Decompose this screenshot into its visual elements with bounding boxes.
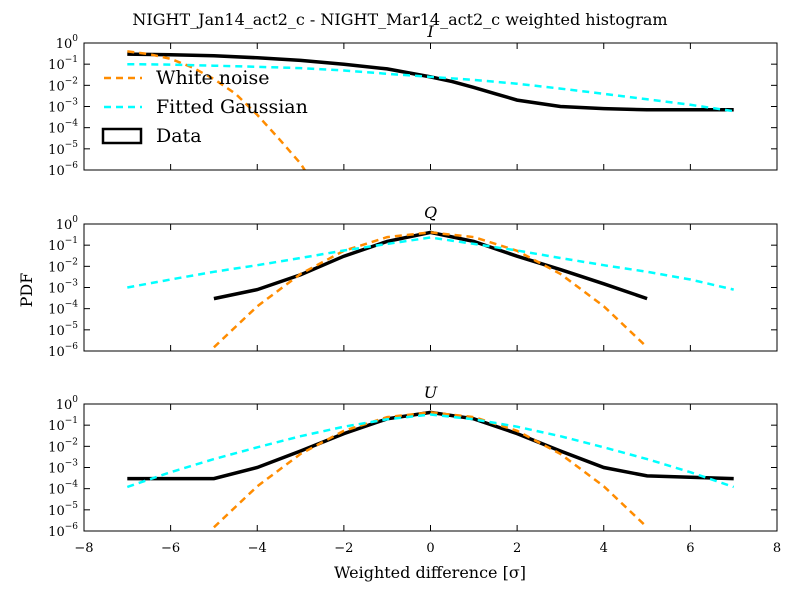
y-tick-label: 10−2 xyxy=(48,76,78,94)
y-tick-label: 10−3 xyxy=(48,98,78,116)
y-tick-label: 10−6 xyxy=(48,342,78,360)
legend-label: Fitted Gaussian xyxy=(156,96,308,118)
y-tick-label: 10−1 xyxy=(48,416,78,434)
y-tick-label: 10−4 xyxy=(48,119,78,137)
y-tick-label: 10−4 xyxy=(48,300,78,318)
series-fitted-gaussian-line xyxy=(127,62,734,113)
y-tick-label: 10−5 xyxy=(48,501,78,519)
panel-title: U xyxy=(424,383,438,402)
y-tick-label: 100 xyxy=(56,395,79,413)
y-tick-label: 10−5 xyxy=(48,321,78,339)
x-tick-label: 0 xyxy=(426,541,434,556)
y-tick-label: 10−3 xyxy=(48,459,78,477)
y-tick-label: 100 xyxy=(56,215,79,233)
panel-q: 100 10−1 10−2 10−3 10−4 10−5 10−6 Q xyxy=(48,203,778,360)
y-tick-label: 100 xyxy=(56,34,79,52)
axes-frame xyxy=(83,223,778,352)
figure-suptitle: NIGHT_Jan14_act2_c - NIGHT_Mar14_act2_c … xyxy=(132,10,667,29)
y-tick-label: 10−6 xyxy=(48,522,78,540)
x-tick-label: −2 xyxy=(334,541,353,556)
y-tick-label: 10−2 xyxy=(48,437,78,455)
x-tick-label: 2 xyxy=(513,541,521,556)
series-data-line xyxy=(127,52,734,112)
legend-entry-data: Data xyxy=(101,125,202,147)
y-tick-label: 10−3 xyxy=(48,279,78,297)
x-tick-labels: −8 −6 −4 −2 0 2 4 6 8 xyxy=(74,541,781,556)
panel-u: 100 10−1 10−2 10−3 10−4 10−5 10−6 U xyxy=(48,383,778,540)
y-tick-label: 10−6 xyxy=(48,161,78,179)
x-axis-label: Weighted difference [σ] xyxy=(334,563,526,582)
series-data-line xyxy=(127,410,734,481)
legend-label: Data xyxy=(156,125,202,147)
panel-title: Q xyxy=(424,203,437,222)
panel-title: I xyxy=(426,22,434,41)
series-data-line xyxy=(213,230,648,301)
legend-entry-white-noise: White noise xyxy=(104,67,270,89)
y-tick-label: 10−5 xyxy=(48,140,78,158)
x-tick-label: −4 xyxy=(248,541,267,556)
x-tick-label: −6 xyxy=(161,541,180,556)
y-tick-label: 10−2 xyxy=(48,257,78,275)
legend-label: White noise xyxy=(156,67,270,89)
series-fitted-gaussian-line xyxy=(127,236,734,291)
y-tick-label: 10−4 xyxy=(48,480,78,498)
series-white-noise-line xyxy=(213,411,648,529)
y-tick-label: 10−1 xyxy=(48,55,78,73)
axes-frame xyxy=(83,42,778,171)
series-white-noise-line xyxy=(127,50,307,170)
series-white-noise-line xyxy=(213,231,648,349)
x-tick-label: 8 xyxy=(773,541,781,556)
x-tick-label: −8 xyxy=(74,541,93,556)
x-tick-label: 6 xyxy=(686,541,694,556)
y-tick-label: 10−1 xyxy=(48,236,78,254)
axes-frame xyxy=(83,403,778,532)
y-axis-label: PDF xyxy=(17,273,36,308)
legend: White noise Fitted Gaussian Data xyxy=(101,67,308,147)
panels: 10010−110−210−310−410−510−6I10010−110−21… xyxy=(48,22,778,540)
series-fitted-gaussian-line xyxy=(126,413,735,489)
panel-i: 100 10−1 10−2 10−3 10−4 10−5 10−6 I xyxy=(48,22,778,179)
x-tick-label: 4 xyxy=(600,541,608,556)
legend-entry-fitted-gaussian: Fitted Gaussian xyxy=(104,96,308,118)
